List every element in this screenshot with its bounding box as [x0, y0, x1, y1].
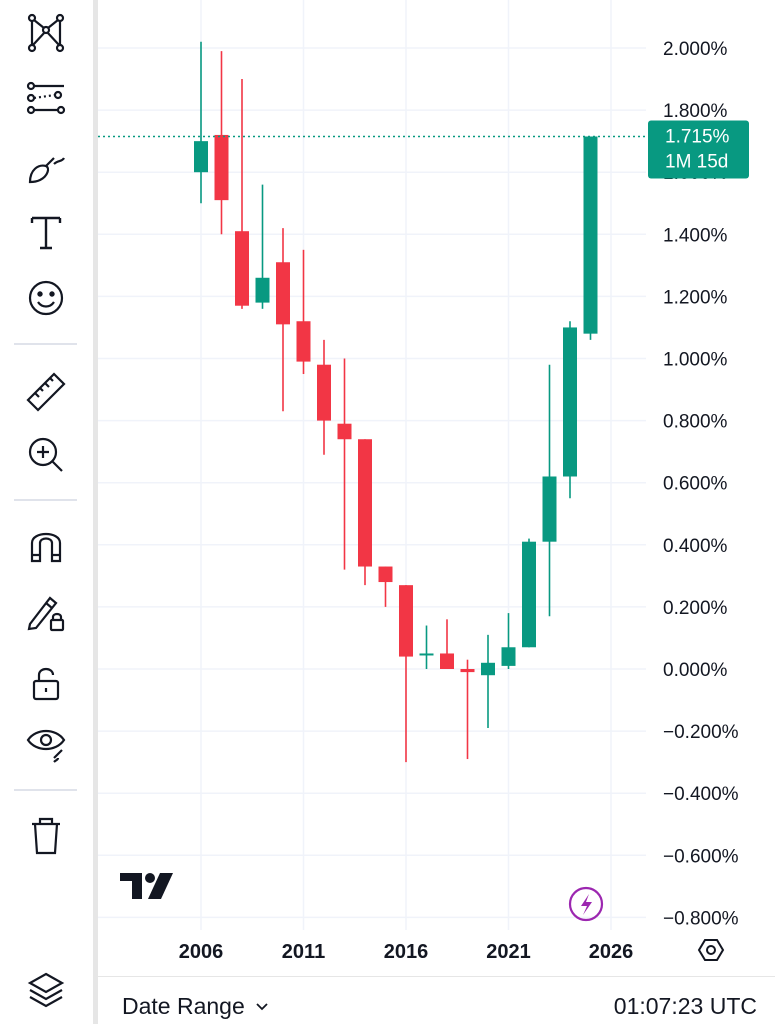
price-tick-label: 1.000%	[663, 350, 728, 371]
time-tick-label: 2011	[282, 941, 325, 963]
time-tick-label: 2006	[179, 941, 224, 963]
emoji-tool-icon[interactable]	[18, 270, 74, 326]
toolbar-separator	[14, 499, 77, 501]
candle-body	[522, 541, 536, 648]
price-tick-label: 0.800%	[663, 412, 728, 433]
price-tick-label: −0.800%	[663, 908, 739, 929]
ruler-tool-icon[interactable]	[18, 362, 74, 418]
price-tick-label: 2.000%	[663, 39, 728, 60]
trash-tool-icon[interactable]	[18, 807, 74, 863]
candle	[358, 439, 372, 586]
last-price-label: 1.715% 1M 15d	[648, 120, 749, 179]
candle	[481, 634, 495, 728]
magnet-tool-icon[interactable]	[18, 517, 74, 573]
price-chart[interactable]: 2.000%1.800%1.600%1.400%1.200%1.000%0.80…	[98, 0, 775, 976]
candle-body	[460, 669, 475, 673]
candle	[214, 51, 229, 235]
zoom-in-tool-icon[interactable]	[18, 427, 74, 483]
hide-drawings-tool-icon[interactable]	[18, 714, 74, 770]
candle	[276, 228, 290, 412]
price-axis[interactable]: 2.000%1.800%1.600%1.400%1.200%1.000%0.80…	[663, 39, 739, 929]
toolbar-separator	[14, 789, 77, 791]
time-tick-label: 2021	[486, 941, 531, 963]
candle-body	[378, 566, 393, 583]
candle-body	[399, 585, 413, 657]
candle-body	[214, 134, 229, 201]
candle-body	[194, 141, 208, 173]
candle	[194, 41, 208, 204]
candle-body	[235, 231, 249, 306]
lines-tool-icon[interactable]	[18, 70, 74, 126]
candle	[399, 585, 413, 763]
candle	[583, 136, 598, 340]
toolbar-separator	[14, 343, 77, 345]
unlock-tool-icon[interactable]	[18, 655, 74, 711]
price-tick-label: −0.400%	[663, 784, 739, 805]
candle	[542, 364, 557, 617]
pattern-tool-icon[interactable]	[18, 4, 74, 60]
candle	[522, 538, 536, 648]
candle-body	[583, 136, 598, 334]
candle-body	[255, 277, 270, 303]
candle	[317, 339, 331, 455]
brush-tool-icon[interactable]	[18, 138, 74, 194]
price-tick-label: 0.400%	[663, 536, 728, 557]
date-range-button[interactable]: Date Range	[122, 993, 269, 1020]
price-tick-label: 0.200%	[663, 598, 728, 619]
last-price-value: 1.715%	[665, 126, 730, 147]
candle	[563, 321, 577, 499]
candle-body	[542, 476, 557, 542]
price-tick-label: 0.000%	[663, 660, 728, 681]
tradingview-logo[interactable]	[120, 873, 173, 899]
price-tick-label: 1.800%	[663, 101, 728, 122]
candle	[296, 249, 311, 375]
candle-body	[358, 439, 372, 567]
utc-clock: 01:07:23 UTC	[613, 993, 757, 1019]
candle	[501, 613, 516, 669]
chevron-down-icon	[256, 1002, 268, 1010]
candle	[440, 619, 454, 669]
candle-body	[440, 653, 454, 669]
drawing-toolbar	[0, 0, 93, 1024]
candle	[337, 358, 352, 570]
candle-body	[337, 423, 352, 440]
time-tick-label: 2016	[384, 941, 429, 963]
bar-countdown: 1M 15d	[665, 151, 728, 172]
chart-grid	[98, 0, 646, 930]
candles	[194, 41, 598, 763]
candle	[419, 625, 434, 669]
candle-body	[296, 321, 311, 362]
candle-body	[481, 662, 495, 676]
candle-body	[276, 262, 290, 325]
price-tick-label: 0.600%	[663, 474, 728, 495]
text-tool-icon[interactable]	[18, 204, 74, 260]
candle-body	[501, 647, 516, 666]
chart-settings-icon[interactable]	[697, 939, 725, 961]
price-tick-label: −0.200%	[663, 722, 739, 743]
time-tick-label: 2026	[589, 941, 634, 963]
date-range-label: Date Range	[122, 993, 245, 1019]
candle	[235, 79, 249, 309]
candle-body	[563, 327, 577, 477]
price-tick-label: 1.400%	[663, 225, 728, 246]
toolbar-border	[93, 0, 98, 1024]
candle-body	[317, 364, 331, 421]
lightning-icon[interactable]	[568, 886, 604, 922]
candle	[255, 184, 270, 309]
price-tick-label: 1.200%	[663, 287, 728, 308]
bottom-bar: Date Range 01:07:23 UTC	[98, 976, 775, 1025]
candle	[460, 659, 475, 760]
price-tick-label: −0.600%	[663, 846, 739, 867]
layers-tool-icon[interactable]	[18, 962, 74, 1018]
candle-body	[419, 653, 434, 656]
time-axis[interactable]: 2006 2011 2016 2021 2026	[179, 941, 634, 963]
lock-drawings-tool-icon[interactable]	[18, 584, 74, 640]
candle	[378, 566, 393, 607]
